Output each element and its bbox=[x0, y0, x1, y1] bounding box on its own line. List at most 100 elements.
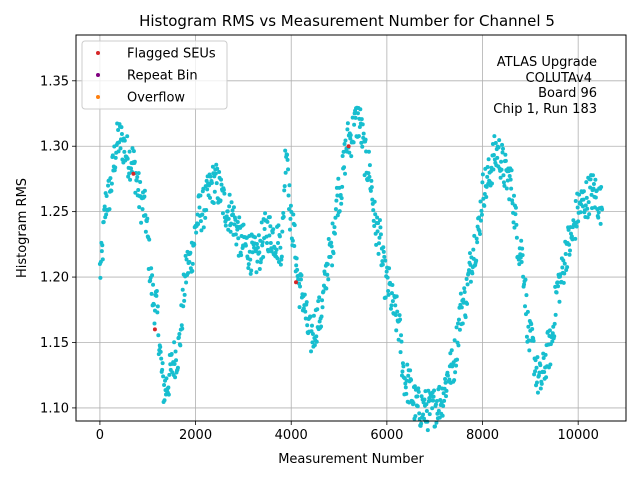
data-point bbox=[587, 212, 592, 217]
data-point bbox=[534, 380, 539, 385]
data-point bbox=[377, 235, 382, 240]
data-point bbox=[443, 377, 448, 382]
data-point bbox=[520, 246, 525, 251]
data-point bbox=[150, 273, 155, 278]
data-point bbox=[600, 207, 605, 212]
x-tick-label: 10000 bbox=[557, 428, 598, 443]
data-point bbox=[231, 205, 236, 210]
data-point bbox=[339, 196, 344, 201]
data-point bbox=[386, 289, 391, 293]
y-tick-label: 1.15 bbox=[40, 336, 69, 351]
data-point bbox=[535, 355, 540, 360]
data-point bbox=[180, 326, 185, 331]
data-point bbox=[152, 321, 157, 326]
data-point bbox=[281, 210, 286, 215]
data-point bbox=[336, 176, 341, 181]
data-point bbox=[119, 125, 124, 130]
x-tick-label: 6000 bbox=[370, 428, 403, 443]
data-point bbox=[342, 142, 347, 147]
data-point bbox=[389, 291, 394, 296]
data-point bbox=[453, 370, 458, 375]
data-point bbox=[210, 164, 215, 169]
data-point bbox=[433, 424, 438, 429]
data-point bbox=[406, 373, 411, 378]
data-point bbox=[405, 362, 410, 367]
data-point bbox=[225, 209, 230, 214]
data-point bbox=[485, 164, 490, 169]
data-point bbox=[305, 323, 310, 328]
data-point bbox=[360, 144, 365, 149]
data-point bbox=[288, 203, 293, 208]
data-point bbox=[455, 321, 460, 326]
data-point bbox=[279, 257, 284, 262]
data-point bbox=[486, 157, 491, 162]
data-point bbox=[425, 419, 430, 424]
data-point bbox=[309, 349, 314, 354]
data-point bbox=[498, 175, 503, 180]
data-point bbox=[316, 299, 321, 304]
data-point bbox=[416, 386, 421, 391]
data-point bbox=[534, 365, 539, 370]
x-tick-label: 4000 bbox=[275, 428, 308, 443]
data-point bbox=[122, 138, 127, 143]
data-point bbox=[175, 365, 180, 370]
data-point bbox=[565, 265, 570, 270]
data-point bbox=[532, 372, 537, 377]
data-point bbox=[394, 328, 399, 333]
data-point bbox=[416, 389, 421, 394]
data-point bbox=[257, 250, 262, 255]
data-point bbox=[241, 222, 246, 227]
data-point bbox=[280, 229, 285, 234]
data-point bbox=[493, 141, 498, 146]
data-point bbox=[334, 198, 339, 203]
data-point bbox=[203, 184, 208, 189]
data-point bbox=[208, 174, 213, 179]
data-point bbox=[555, 280, 560, 285]
data-point bbox=[583, 203, 588, 208]
data-point bbox=[413, 414, 418, 419]
data-point bbox=[388, 306, 393, 311]
data-point bbox=[287, 207, 292, 212]
data-point bbox=[424, 402, 429, 407]
data-point bbox=[298, 277, 303, 282]
data-point bbox=[526, 324, 531, 329]
data-point bbox=[148, 278, 153, 283]
data-point bbox=[343, 138, 348, 143]
data-point bbox=[596, 215, 601, 220]
data-point bbox=[554, 290, 559, 295]
data-point bbox=[585, 206, 590, 211]
data-point bbox=[155, 304, 160, 309]
data-point bbox=[531, 338, 536, 343]
data-point bbox=[122, 149, 127, 154]
data-point bbox=[539, 381, 544, 386]
data-point bbox=[513, 205, 518, 210]
data-point bbox=[382, 254, 387, 259]
data-point bbox=[140, 207, 145, 212]
data-point bbox=[246, 262, 251, 267]
data-point bbox=[145, 216, 150, 221]
legend-marker-flagged-seus bbox=[96, 51, 100, 55]
data-point bbox=[461, 297, 466, 302]
data-point bbox=[547, 328, 552, 333]
data-point bbox=[430, 406, 435, 411]
data-point bbox=[567, 242, 572, 247]
data-point bbox=[113, 155, 118, 160]
data-point bbox=[400, 361, 405, 366]
data-point bbox=[489, 181, 494, 186]
data-point bbox=[363, 137, 368, 142]
data-point bbox=[384, 269, 389, 274]
data-point bbox=[116, 149, 121, 154]
data-point bbox=[378, 225, 383, 230]
data-point bbox=[427, 412, 432, 417]
data-point bbox=[499, 167, 504, 172]
data-point bbox=[353, 115, 358, 120]
data-point bbox=[292, 243, 297, 248]
data-point bbox=[329, 244, 334, 249]
data-point bbox=[281, 214, 286, 219]
data-point bbox=[282, 184, 287, 189]
data-point bbox=[396, 337, 401, 342]
data-point bbox=[104, 212, 109, 217]
data-point bbox=[581, 197, 586, 202]
data-point bbox=[351, 140, 356, 145]
legend-box bbox=[81, 40, 228, 110]
